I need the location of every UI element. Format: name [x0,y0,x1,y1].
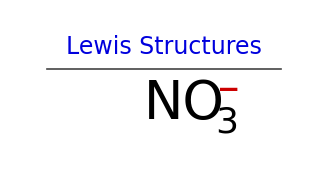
Text: 3: 3 [215,105,238,140]
Text: −: − [217,76,241,104]
Text: NO: NO [144,78,225,130]
Text: Lewis Structures: Lewis Structures [66,35,262,58]
